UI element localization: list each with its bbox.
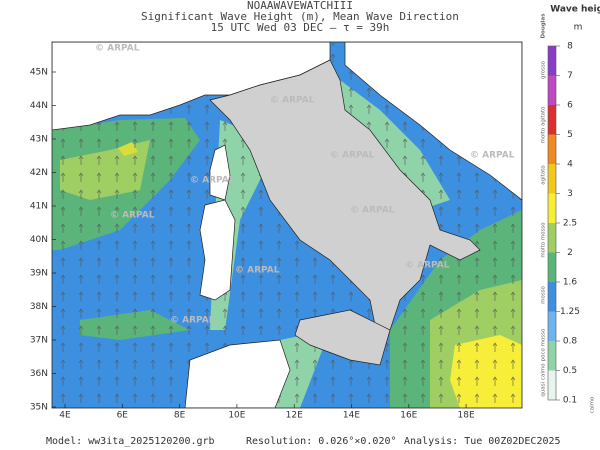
colorbar-unit: m [574, 23, 583, 33]
lat-label: 41N [30, 202, 48, 212]
colorbar-segment [548, 193, 556, 223]
watermark: © ARPAL [235, 266, 280, 276]
lat-label: 42N [30, 168, 48, 178]
lon-label: 18E [458, 411, 475, 421]
colorbar-segment [548, 341, 556, 371]
lon-label: 6E [117, 411, 129, 421]
colorbar-label: 8 [567, 42, 573, 52]
colorbar-label: 6 [567, 101, 573, 111]
colorbar-title: Wave height [550, 5, 600, 15]
lat-label: 35N [30, 403, 48, 413]
watermark: © ARPAL [470, 151, 515, 161]
lat-label: 43N [30, 135, 48, 145]
sea-state: molto mosso [541, 222, 547, 258]
footer-resolution: Resolution: 0.026°×0.020° [246, 436, 397, 447]
model-name: NOAAWAVEWATCHIII [247, 0, 353, 12]
watermark: © ARPAL [405, 261, 450, 271]
sea-state: molto agitato [541, 106, 547, 144]
watermark: © ARPAL [95, 44, 140, 54]
colorbar-label: 5 [567, 130, 573, 140]
lat-label: 36N [30, 369, 48, 379]
lat-label: 39N [30, 269, 48, 279]
colorbar-label: 1.25 [560, 307, 580, 317]
lon-label: 8E [174, 411, 186, 421]
lat-label: 45N [30, 68, 48, 78]
watermark: © ARPAL [350, 206, 395, 216]
lon-label: 10E [228, 411, 245, 421]
colorbar-label: 4 [567, 160, 573, 170]
title: Significant Wave Height (m), Mean Wave D… [141, 10, 459, 23]
colorbar-segment [548, 75, 556, 105]
sea-state: calmo [590, 396, 596, 413]
sea-state: mosso [541, 285, 547, 303]
colorbar-label: 2 [567, 248, 573, 258]
scale-name: Douglas [541, 13, 547, 39]
watermark: © ARPAL [190, 176, 235, 186]
subtitle: 15 UTC Wed 03 DEC — τ = 39h [211, 21, 390, 34]
colorbar-label: 3 [567, 189, 573, 199]
colorbar-segment [548, 46, 556, 76]
map-frame [51, 41, 523, 409]
sea-state: quasi calmo [541, 363, 547, 397]
sea-state: grosso [541, 60, 547, 79]
colorbar-segment [548, 370, 556, 400]
lat-label: 40N [30, 235, 48, 245]
lon-label: 12E [286, 411, 303, 421]
colorbar-label: 1.6 [563, 278, 578, 288]
lat-label: 37N [30, 336, 48, 346]
lon-label: 4E [59, 411, 71, 421]
lat-label: 38N [30, 302, 48, 312]
lon-label: 16E [400, 411, 417, 421]
watermark: © ARPAL [110, 211, 155, 221]
colorbar-label: 2.5 [563, 219, 577, 229]
colorbar-segment [548, 252, 556, 282]
lon-label: 14E [343, 411, 360, 421]
lat-label: 44N [30, 101, 48, 111]
colorbar-segment [548, 134, 556, 164]
sea-state: poco mosso [541, 328, 547, 361]
colorbar-segment [548, 105, 556, 135]
sea-state: agitato [541, 165, 547, 185]
watermark: © ARPAL [170, 316, 215, 326]
map [52, 42, 522, 408]
watermark: © ARPAL [270, 96, 315, 106]
colorbar-label: 0.5 [563, 366, 577, 376]
footer-analysis: Analysis: Tue 00Z02DEC2025 [404, 436, 561, 447]
colorbar-label: 0.8 [563, 337, 578, 347]
colorbar-segment [548, 282, 556, 312]
colorbar-label: 0.1 [563, 396, 577, 406]
colorbar-segment [548, 311, 556, 341]
colorbar-segment [548, 223, 556, 253]
footer-model: Model: ww3ita_2025120200.grb [46, 436, 215, 447]
colorbar-label: 7 [567, 71, 573, 81]
watermark: © ARPAL [330, 151, 375, 161]
colorbar-segment [548, 164, 556, 194]
